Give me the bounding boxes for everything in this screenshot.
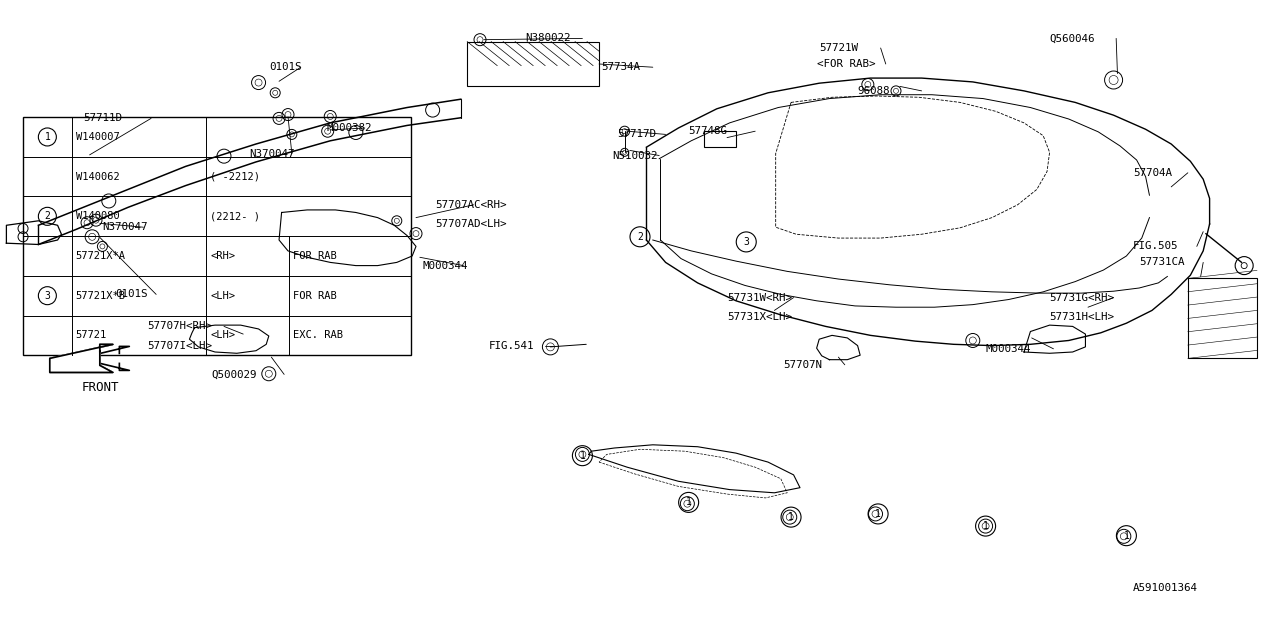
Text: <RH>: <RH>: [210, 251, 236, 261]
Text: Q560046: Q560046: [1050, 33, 1096, 44]
Text: 57707H<RH>: 57707H<RH>: [147, 321, 212, 332]
Text: 57731H<LH>: 57731H<LH>: [1050, 312, 1115, 322]
Text: FIG.505: FIG.505: [1133, 241, 1179, 252]
Text: 1: 1: [983, 521, 988, 531]
Text: W140062: W140062: [76, 172, 119, 182]
Text: 1: 1: [876, 509, 881, 519]
Text: 3: 3: [744, 237, 749, 247]
Text: 57707I<LH>: 57707I<LH>: [147, 340, 212, 351]
Text: <LH>: <LH>: [210, 330, 236, 340]
Text: 57721X*A: 57721X*A: [76, 251, 125, 261]
Text: W140007: W140007: [76, 132, 119, 142]
Text: 1: 1: [788, 512, 794, 522]
Text: 57707N: 57707N: [783, 360, 822, 370]
Text: 57707AD<LH>: 57707AD<LH>: [435, 219, 507, 229]
Text: N370047: N370047: [250, 148, 296, 159]
Text: 96088: 96088: [858, 86, 890, 96]
Text: 3: 3: [45, 291, 50, 301]
Text: M000344: M000344: [986, 344, 1032, 354]
Text: W140080: W140080: [76, 211, 119, 221]
Text: FRONT: FRONT: [82, 381, 119, 394]
Text: 57721W: 57721W: [819, 43, 858, 53]
Text: 57731W<RH>: 57731W<RH>: [727, 292, 792, 303]
Text: 57731G<RH>: 57731G<RH>: [1050, 292, 1115, 303]
Text: N510032: N510032: [612, 150, 658, 161]
Text: 57704A: 57704A: [1133, 168, 1171, 178]
Text: 0101S: 0101S: [115, 289, 147, 300]
Text: 57707AC<RH>: 57707AC<RH>: [435, 200, 507, 210]
Text: 57734A: 57734A: [602, 62, 640, 72]
Text: M000382: M000382: [326, 123, 372, 133]
Text: M000344: M000344: [422, 260, 468, 271]
Text: 57748G: 57748G: [689, 126, 727, 136]
Text: <FOR RAB>: <FOR RAB>: [817, 59, 876, 69]
Text: ( -2212): ( -2212): [210, 172, 260, 182]
Text: 57721X*B: 57721X*B: [76, 291, 125, 301]
Text: 57711D: 57711D: [83, 113, 122, 124]
Text: 1: 1: [45, 132, 50, 142]
Text: 1: 1: [686, 497, 691, 508]
Text: A591001364: A591001364: [1133, 582, 1198, 593]
Text: 2: 2: [45, 211, 50, 221]
Text: Q500029: Q500029: [211, 369, 257, 380]
Text: 57721: 57721: [76, 330, 108, 340]
Text: FOR RAB: FOR RAB: [293, 291, 337, 301]
Text: 1: 1: [1124, 531, 1129, 541]
Text: (2212- ): (2212- ): [210, 211, 260, 221]
Text: 57731X<LH>: 57731X<LH>: [727, 312, 792, 322]
Text: 0101S: 0101S: [269, 62, 301, 72]
Text: N380022: N380022: [525, 33, 571, 44]
Text: FIG.541: FIG.541: [489, 340, 535, 351]
Text: 2: 2: [637, 232, 643, 242]
Bar: [23, 117, 411, 355]
Text: FOR RAB: FOR RAB: [293, 251, 337, 261]
Bar: [1188, 278, 1257, 358]
Text: 57731CA: 57731CA: [1139, 257, 1185, 268]
Text: EXC. RAB: EXC. RAB: [293, 330, 343, 340]
Text: <LH>: <LH>: [210, 291, 236, 301]
Bar: [704, 131, 736, 147]
Bar: [467, 42, 599, 86]
Text: 1: 1: [580, 451, 585, 461]
Polygon shape: [50, 344, 113, 372]
Text: N370047: N370047: [102, 222, 148, 232]
Text: 57717D: 57717D: [617, 129, 655, 140]
